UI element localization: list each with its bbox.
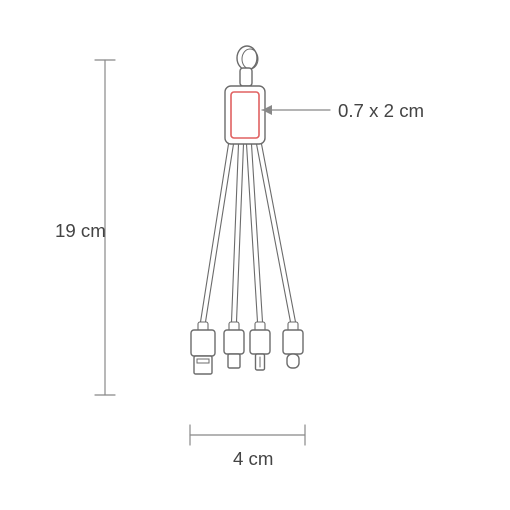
width-label: 4 cm (233, 448, 273, 470)
imprint-area-label: 0.7 x 2 cm (338, 100, 424, 122)
diagram-stage: 19 cm 4 cm 0.7 x 2 cm (0, 0, 510, 510)
connector-body-micro-usb (224, 330, 244, 354)
clasp (240, 68, 252, 86)
cable-3-r (262, 144, 296, 322)
connector-tip-micro-usb (228, 354, 240, 368)
product-dimension-diagram (0, 0, 510, 510)
connector-tip-usb-c (287, 354, 299, 368)
cable-0-l (201, 144, 229, 322)
connector-body-lightning (250, 330, 270, 354)
cable-3-l (257, 144, 291, 322)
connector-body-usb-a (191, 330, 215, 356)
cable-2-l (247, 144, 258, 322)
keyring-inner (242, 49, 258, 69)
connector-body-usb-c (283, 330, 303, 354)
cable-0-r (206, 144, 234, 322)
height-label: 19 cm (55, 220, 106, 242)
cable-2-r (252, 144, 263, 322)
usb-a-tongue (197, 359, 209, 363)
